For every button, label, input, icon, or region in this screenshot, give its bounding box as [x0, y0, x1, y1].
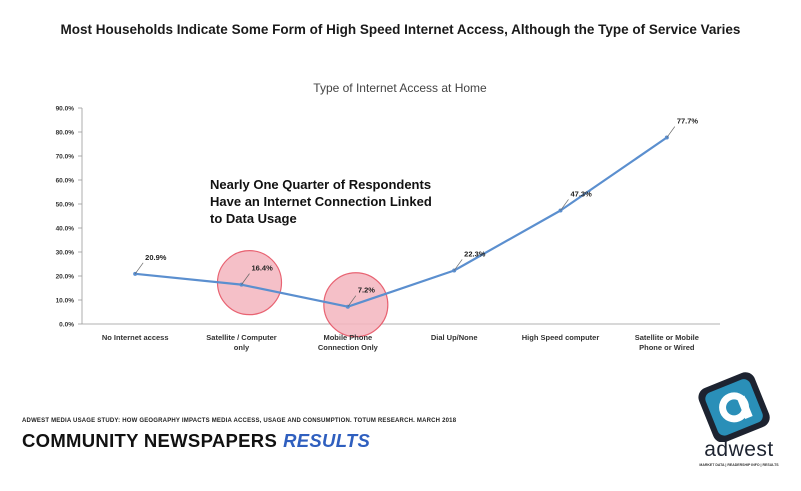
data-label-leader	[134, 262, 144, 275]
x-tick-label: Phone or Wired	[639, 343, 695, 352]
data-label: 7.2%	[358, 286, 375, 295]
data-label: 20.9%	[145, 253, 167, 262]
y-tick-label: 30.0%	[56, 250, 75, 257]
series-line	[135, 136, 668, 308]
x-tick-label: Satellite or Mobile	[635, 333, 699, 342]
y-tick-label: 20.0%	[56, 274, 75, 281]
chart-title: Type of Internet Access at Home	[313, 81, 487, 95]
y-tick-label: 50.0%	[56, 202, 75, 209]
y-tick-label: 80.0%	[56, 130, 75, 137]
x-tick-label: only	[234, 343, 250, 352]
brand-name: COMMUNITY NEWSPAPERS	[22, 430, 278, 451]
y-tick-label: 40.0%	[56, 226, 75, 233]
brand-results: RESULTS	[283, 430, 371, 451]
y-tick-label: 60.0%	[56, 178, 75, 185]
slide-title: Most Households Indicate Some Form of Hi…	[60, 22, 741, 37]
y-tick-label: 90.0%	[56, 106, 75, 113]
data-label: 47.3%	[571, 189, 593, 198]
data-label-leader	[666, 126, 676, 138]
data-label-leader	[453, 259, 463, 271]
line-chart: Type of Internet Access at Home 0.0% 10.0%…	[56, 81, 720, 352]
y-tick-label: 10.0%	[56, 298, 75, 305]
x-tick-label: Connection Only	[318, 343, 379, 352]
adwest-logo-icon	[698, 372, 770, 442]
data-label: 22.3%	[464, 249, 486, 258]
x-tick-label: Satellite / Computer	[206, 333, 277, 342]
data-label-leader	[347, 295, 357, 307]
y-tick-label: 0.0%	[59, 322, 74, 329]
y-tick-label: 70.0%	[56, 154, 75, 161]
x-tick-label: Mobile Phone	[323, 333, 372, 342]
data-label: 77.7%	[677, 117, 699, 126]
footer-source: ADWEST MEDIA USAGE STUDY: HOW GEOGRAPHY …	[22, 418, 457, 424]
data-label-leader	[560, 199, 569, 211]
logo-tagline: MARKET DATA | READERSHIP INFO | RESULTS	[699, 463, 779, 467]
footer-brand: COMMUNITY NEWSPAPERS RESULTS	[22, 430, 370, 452]
x-tick-label: No Internet access	[102, 333, 169, 342]
logo-wordmark: adwest	[704, 438, 774, 461]
x-tick-label: High Speed computer	[522, 333, 600, 342]
data-label-leader	[241, 273, 250, 285]
callout-text: Nearly One Quarter of Respondents Have a…	[210, 177, 432, 226]
x-tick-label: Dial Up/None	[431, 333, 478, 342]
data-label: 16.4%	[252, 264, 274, 273]
